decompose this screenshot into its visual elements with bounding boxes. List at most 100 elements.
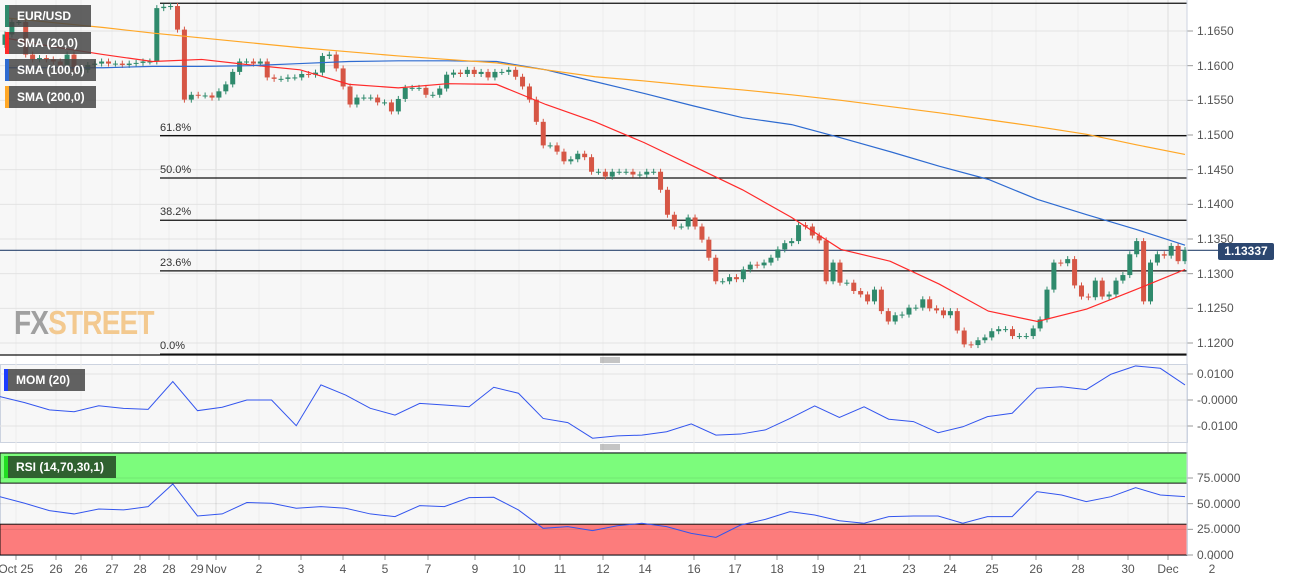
candle-up xyxy=(720,281,726,283)
candle-up xyxy=(230,71,236,85)
x-tick-label: 28 xyxy=(133,562,147,576)
candle-down xyxy=(865,294,871,302)
legend-sma20[interactable]: SMA (20,0) xyxy=(5,32,91,54)
candle-up xyxy=(996,329,1002,332)
x-tick-label: 10 xyxy=(512,562,526,576)
candle-up xyxy=(616,171,622,173)
candle-down xyxy=(589,157,595,172)
candle-down xyxy=(885,311,891,322)
candle-down xyxy=(540,121,546,146)
x-tick-label: 11 xyxy=(553,562,567,576)
candle-up xyxy=(989,331,995,338)
candle-up xyxy=(368,97,374,99)
candle-down xyxy=(175,6,181,30)
candle-up xyxy=(1113,280,1119,295)
legend-rsi[interactable]: RSI (14,70,30,1) xyxy=(4,456,116,478)
x-tick-label: 17 xyxy=(728,562,742,576)
candle-up xyxy=(499,71,505,73)
candle-down xyxy=(713,257,719,282)
candle-up xyxy=(1092,280,1098,298)
candle-up xyxy=(409,87,415,89)
y-tick-label: -0.0100 xyxy=(1197,419,1238,433)
candle-up xyxy=(285,77,291,79)
legend-eurusd[interactable]: EUR/USD xyxy=(5,5,91,27)
legend-label: SMA (200,0) xyxy=(17,90,85,104)
candle-down xyxy=(692,217,698,227)
candle-down xyxy=(1078,285,1084,297)
fibonacci-level-label: 61.8% xyxy=(160,121,192,134)
rsi-line xyxy=(0,483,1186,538)
candle-up xyxy=(796,225,802,242)
x-tick-label: 12 xyxy=(596,562,610,576)
candle-up xyxy=(637,174,643,176)
candle-up xyxy=(382,102,388,104)
rsi-oversold-zone xyxy=(0,523,1188,556)
candle-up xyxy=(892,315,898,322)
candle-down xyxy=(851,282,857,291)
candle-down xyxy=(699,226,705,240)
x-tick-label: 4 xyxy=(339,562,347,576)
candle-up xyxy=(595,171,601,173)
x-tick-label: 23 xyxy=(902,562,916,576)
candle-up xyxy=(761,262,767,266)
candle-up xyxy=(1016,336,1022,338)
candle-up xyxy=(899,314,905,316)
y-tick-label: 0.0100 xyxy=(1197,367,1234,381)
candle-up xyxy=(1106,294,1112,297)
candle-up xyxy=(1168,245,1174,256)
candle-up xyxy=(609,171,615,177)
candle-down xyxy=(630,171,636,175)
candle-up xyxy=(623,171,629,173)
logo-part: STREET xyxy=(48,304,154,341)
candle-down xyxy=(457,72,463,74)
candle-up xyxy=(451,72,457,75)
x-tick-label: 18 xyxy=(770,562,784,576)
x-tick-label: 28 xyxy=(1071,562,1085,576)
x-tick-label: 28 xyxy=(162,562,176,576)
series-color-swatch xyxy=(5,5,9,27)
x-tick-label: 30 xyxy=(1121,562,1135,576)
y-tick-label: 1.1200 xyxy=(1197,335,1234,350)
candle-up xyxy=(216,91,222,98)
candle-down xyxy=(823,240,829,282)
y-tick-label: 1.1350 xyxy=(1197,231,1234,246)
candle-up xyxy=(99,61,105,64)
candle-up xyxy=(1003,329,1009,331)
candle-up xyxy=(651,171,657,173)
x-tick-label: 21 xyxy=(853,562,867,576)
candle-down xyxy=(520,76,526,87)
candle-down xyxy=(1085,296,1091,298)
legend-sma200[interactable]: SMA (200,0) xyxy=(5,86,96,108)
candle-down xyxy=(706,239,712,258)
candle-up xyxy=(1147,262,1153,302)
candle-up xyxy=(140,61,146,63)
candle-up xyxy=(319,55,325,73)
fibonacci-level-label: 50.0% xyxy=(160,163,192,176)
candle-up xyxy=(133,62,139,64)
legend-mom[interactable]: MOM (20) xyxy=(4,369,85,391)
candle-up xyxy=(237,61,243,72)
x-tick-label: Dec xyxy=(1157,562,1179,576)
candle-up xyxy=(947,311,953,316)
candle-up xyxy=(913,307,919,309)
candle-up xyxy=(313,72,319,75)
legend-sma100[interactable]: SMA (100,0) xyxy=(5,59,96,81)
sma-20-line xyxy=(4,37,1186,323)
candle-up xyxy=(844,282,850,284)
candle-up xyxy=(568,159,574,162)
candle-down xyxy=(754,264,760,266)
candle-down xyxy=(271,77,277,79)
sma-100-line xyxy=(5,60,1186,246)
candle-down xyxy=(43,58,49,60)
candle-up xyxy=(920,299,926,308)
candle-up xyxy=(830,262,836,282)
candle-down xyxy=(1058,262,1064,264)
legend-label: RSI (14,70,30,1) xyxy=(16,460,105,474)
candle-up xyxy=(154,8,160,62)
candle-down xyxy=(954,311,960,331)
candle-up xyxy=(1030,328,1036,337)
candle-up xyxy=(430,94,436,96)
x-tick-label: 7 xyxy=(424,562,432,576)
candle-down xyxy=(375,97,381,103)
